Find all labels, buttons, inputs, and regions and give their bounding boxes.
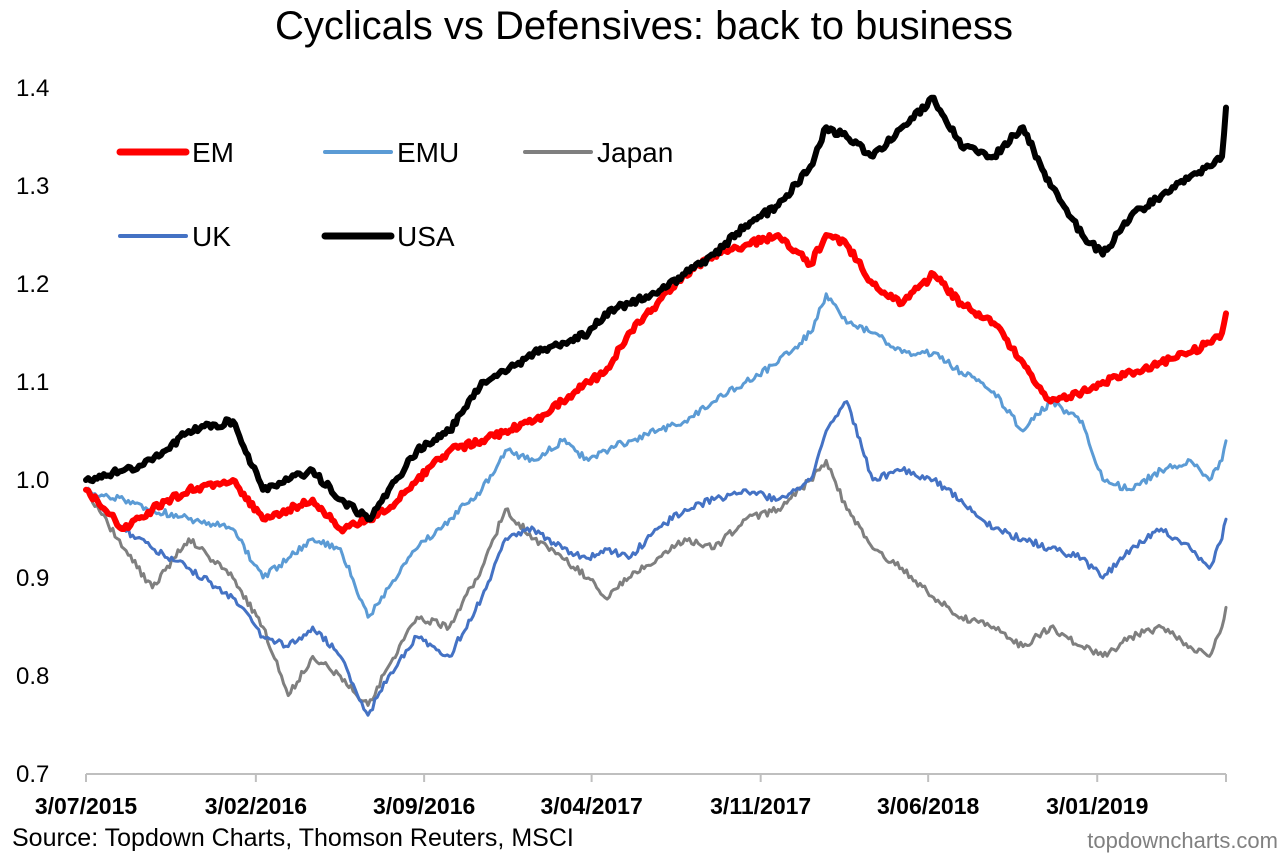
y-tick-label: 1.0 xyxy=(16,467,49,494)
legend-label: Japan xyxy=(597,137,673,168)
legend: EM EMU Japan UK USA xyxy=(116,137,673,252)
legend-label: UK xyxy=(192,221,231,252)
y-tick-label: 0.8 xyxy=(16,663,49,690)
watermark: topdowncharts.com xyxy=(1087,828,1278,853)
x-tick-label: 3/06/2018 xyxy=(877,793,980,819)
legend-label: EM xyxy=(192,137,234,168)
legend-item-usa: USA xyxy=(321,221,455,252)
y-tick-label: 1.2 xyxy=(16,271,49,298)
y-tick-label: 1.4 xyxy=(16,75,49,102)
axis-layer: 0.7 0.8 0.9 1.0 1.1 1.2 1.3 1.4 3/07/2015 3/02/20… xyxy=(16,75,1227,819)
legend-item-em: EM xyxy=(116,137,234,168)
chart-title: Cyclicals vs Defensives: back to busines… xyxy=(274,4,1014,48)
legend-item-uk: UK xyxy=(118,221,231,252)
legend-label: USA xyxy=(397,221,455,252)
legend-label: EMU xyxy=(397,137,459,168)
series-line-usa xyxy=(83,94,1229,523)
series-line-japan xyxy=(84,458,1228,707)
x-tick-label: 3/02/2016 xyxy=(205,793,307,819)
y-tick-label: 0.7 xyxy=(16,761,49,788)
x-tick-label: 3/11/2017 xyxy=(710,793,811,819)
y-tick-label: 1.3 xyxy=(16,173,49,200)
series-layer xyxy=(83,94,1229,717)
legend-item-japan: Japan xyxy=(523,137,673,168)
legend-item-emu: EMU xyxy=(323,137,459,168)
x-tick-label: 3/04/2017 xyxy=(540,793,642,819)
series-line-emu xyxy=(84,292,1228,619)
source-note: Source: Topdown Charts, Thomson Reuters,… xyxy=(12,824,574,852)
y-tick-label: 1.1 xyxy=(16,369,49,396)
x-tick-label: 3/09/2016 xyxy=(373,793,475,819)
x-tick-label: 3/01/2019 xyxy=(1046,793,1148,819)
y-tick-label: 0.9 xyxy=(16,565,49,592)
series-line-em xyxy=(83,232,1229,535)
series-line-uk xyxy=(84,400,1228,717)
x-tick-label: 3/07/2015 xyxy=(35,793,138,819)
